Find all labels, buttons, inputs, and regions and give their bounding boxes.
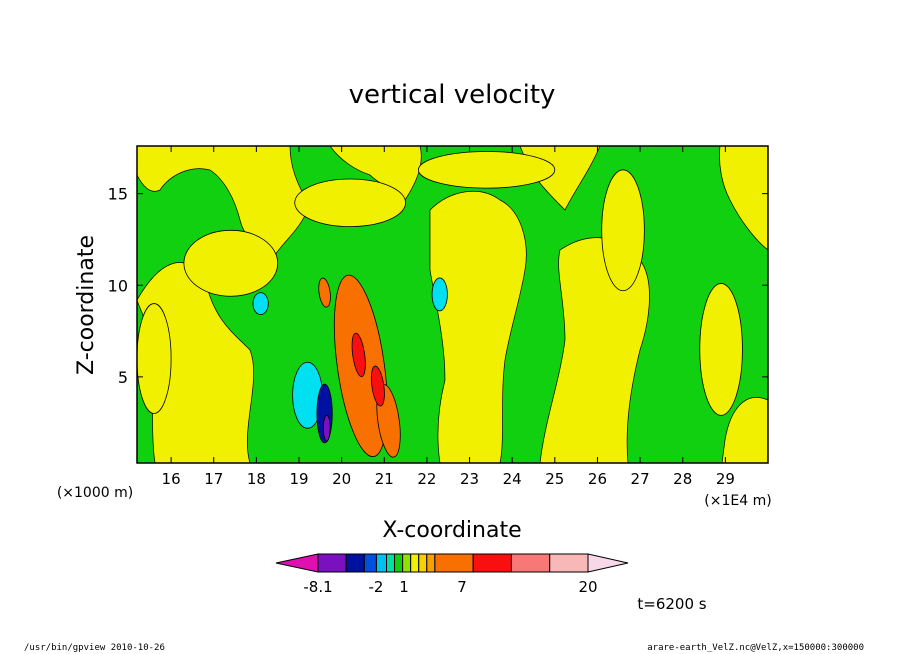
region-yellow-center [429, 190, 527, 463]
contour-yellow-1 [183, 229, 279, 297]
contour-yellow-0 [137, 303, 172, 414]
x-axis: 16 17 18 19 20 21 22 23 24 25 26 27 28 29 [162, 146, 735, 488]
x-unit-right: (×1E4 m) [704, 493, 771, 509]
colorbar-label: 20 [578, 578, 597, 596]
contour-red-14 [351, 332, 366, 378]
plot-area [137, 146, 768, 463]
colorbar-arrow-low [275, 553, 319, 573]
contour-yellow-2 [294, 178, 407, 228]
contour-cyan-6 [252, 292, 269, 315]
colorbar-swatch [510, 553, 551, 573]
footer-left: /usr/bin/gpview 2010-10-26 [24, 643, 165, 653]
contour-cyan-8 [431, 277, 448, 312]
x-tick-label: 28 [673, 470, 692, 488]
colorbar-swatch [410, 553, 420, 573]
x-tick-label: 19 [289, 470, 308, 488]
footer-right: arare-earth_VelZ.nc@VelZ,x=150000:300000 [647, 643, 864, 653]
colorbar-swatch [434, 553, 474, 573]
contour-yellow-5 [601, 169, 645, 292]
colorbar-swatch [426, 553, 436, 573]
colorbar-swatch [317, 553, 347, 573]
plot-frame [136, 145, 769, 464]
chart-title: vertical velocity [349, 80, 556, 110]
colorbar-swatch [549, 553, 589, 573]
y-tick-label: 10 [108, 276, 128, 295]
x-tick-label: 21 [375, 470, 394, 488]
contour-yellow-4 [699, 283, 743, 416]
x-tick-label: 20 [332, 470, 351, 488]
x-unit-left: (×1000 m) [57, 485, 133, 501]
colorbar-swatch [394, 553, 404, 573]
colorbar [275, 553, 629, 573]
x-tick-label: 17 [204, 470, 223, 488]
colorbar-label: 1 [399, 578, 409, 596]
x-tick-label: 29 [716, 470, 735, 488]
colorbar-label: -2 [369, 578, 384, 596]
colorbar-swatch [363, 553, 377, 573]
x-tick-label: 27 [631, 470, 650, 488]
contour-violet-10 [322, 414, 331, 442]
colorbar-labels: -8.1 -2 1 7 20 [303, 578, 597, 596]
y-axis-label: Z-coordinate [74, 235, 99, 375]
colorbar-arrow-high [587, 553, 629, 573]
x-tick-label: 22 [417, 470, 436, 488]
colorbar-swatch [418, 553, 428, 573]
time-label: t=6200 s [637, 595, 706, 613]
y-tick-label: 15 [108, 185, 128, 204]
contour-orange-13 [318, 277, 331, 308]
colorbar-label: -8.1 [303, 578, 332, 596]
colorbar-swatch [386, 553, 396, 573]
y-tick-label: 5 [118, 368, 128, 387]
x-tick-label: 16 [162, 470, 181, 488]
region-yellow-farright [719, 146, 768, 251]
colorbar-label: 7 [457, 578, 467, 596]
region-yellow-bottomright [721, 397, 768, 463]
colorbar-swatch [402, 553, 412, 573]
x-tick-label: 23 [460, 470, 479, 488]
contour-red-15 [370, 365, 385, 407]
x-axis-label: X-coordinate [382, 518, 521, 543]
y-axis: 5 10 15 [108, 185, 768, 387]
x-tick-label: 24 [503, 470, 522, 488]
x-tick-label: 18 [247, 470, 266, 488]
colorbar-swatch [375, 553, 388, 573]
contour-features [137, 151, 743, 458]
colorbar-swatch [472, 553, 512, 573]
x-tick-label: 26 [588, 470, 607, 488]
x-tick-label: 25 [545, 470, 564, 488]
contour-yellow-3 [417, 151, 556, 189]
colorbar-swatch [345, 553, 365, 573]
